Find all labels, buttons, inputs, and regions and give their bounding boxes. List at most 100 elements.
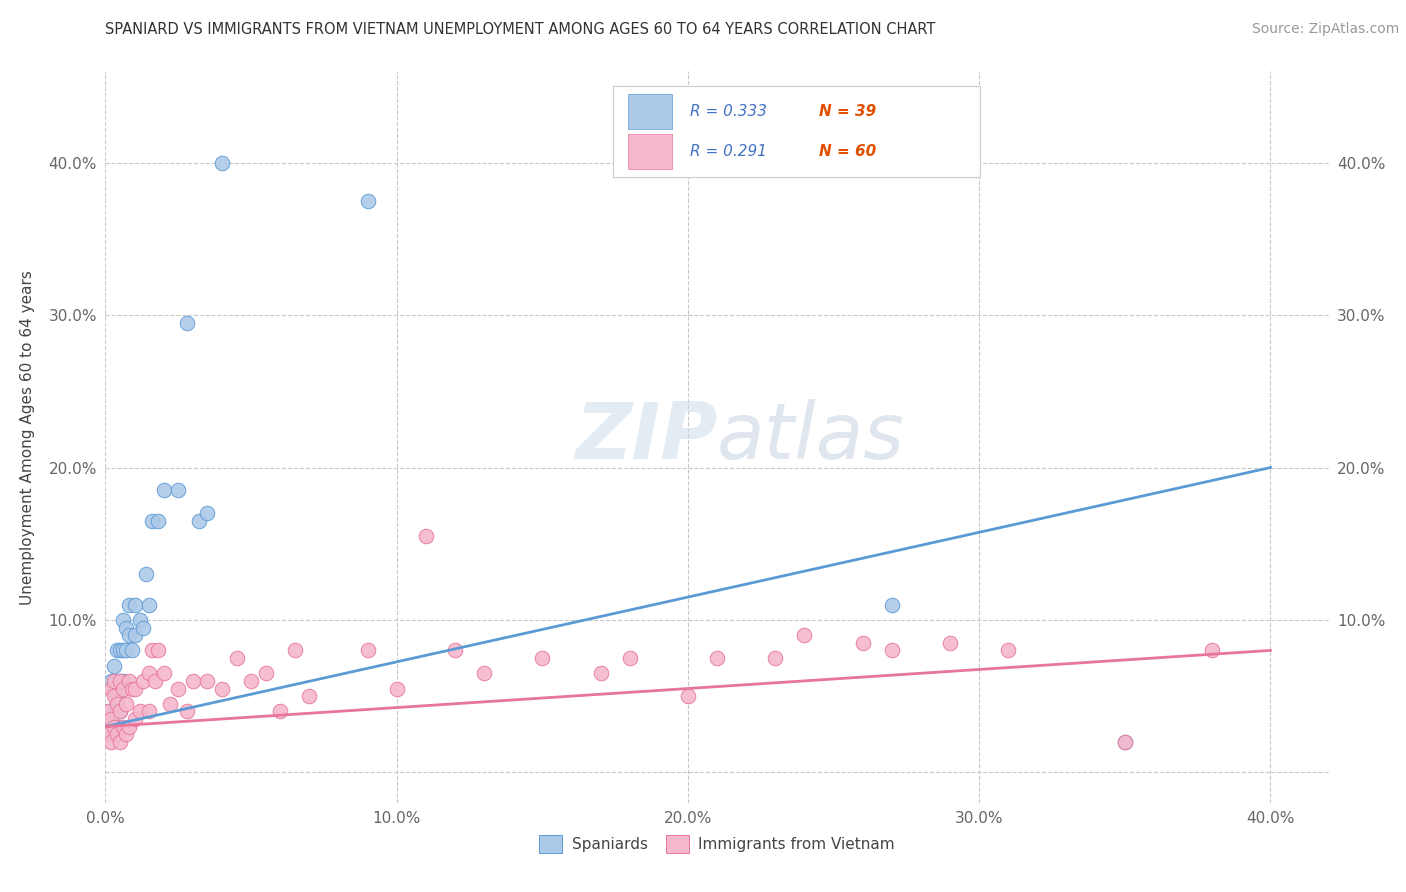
Point bbox=[181, 673, 204, 688]
Point bbox=[880, 643, 903, 657]
Point bbox=[108, 643, 131, 657]
Point bbox=[880, 598, 903, 612]
Point bbox=[152, 483, 174, 498]
Point bbox=[385, 681, 408, 696]
Point bbox=[103, 673, 125, 688]
Text: N = 39: N = 39 bbox=[818, 104, 876, 120]
Point bbox=[997, 643, 1019, 657]
Point bbox=[1114, 735, 1136, 749]
Point bbox=[103, 720, 125, 734]
Point bbox=[143, 673, 166, 688]
Point bbox=[793, 628, 815, 642]
Point bbox=[852, 636, 875, 650]
Point bbox=[240, 673, 263, 688]
Point bbox=[939, 636, 962, 650]
Point bbox=[356, 194, 378, 208]
FancyBboxPatch shape bbox=[627, 135, 672, 169]
Point bbox=[1114, 735, 1136, 749]
Point bbox=[103, 705, 125, 719]
Point bbox=[118, 628, 141, 642]
Text: Source: ZipAtlas.com: Source: ZipAtlas.com bbox=[1251, 22, 1399, 37]
Point bbox=[111, 720, 134, 734]
Point bbox=[176, 705, 198, 719]
Point bbox=[138, 705, 160, 719]
Point bbox=[124, 681, 146, 696]
Point bbox=[211, 681, 233, 696]
FancyBboxPatch shape bbox=[627, 94, 672, 129]
Text: ZIP: ZIP bbox=[575, 399, 717, 475]
Point bbox=[141, 643, 163, 657]
Point bbox=[211, 156, 233, 170]
Point bbox=[124, 598, 146, 612]
Point bbox=[105, 720, 128, 734]
Point bbox=[444, 643, 467, 657]
Point bbox=[531, 651, 554, 665]
Point bbox=[356, 643, 378, 657]
Point bbox=[619, 651, 641, 665]
Point bbox=[269, 705, 291, 719]
Point bbox=[105, 697, 128, 711]
Point bbox=[115, 643, 138, 657]
Point bbox=[197, 673, 219, 688]
Point bbox=[167, 483, 190, 498]
Point bbox=[146, 643, 169, 657]
Point bbox=[415, 529, 437, 543]
Point bbox=[100, 673, 122, 688]
Y-axis label: Unemployment Among Ages 60 to 64 years: Unemployment Among Ages 60 to 64 years bbox=[20, 269, 35, 605]
Point bbox=[108, 705, 131, 719]
Point bbox=[118, 598, 141, 612]
Point bbox=[676, 689, 699, 703]
Point bbox=[138, 666, 160, 681]
Point bbox=[111, 681, 134, 696]
Point bbox=[103, 689, 125, 703]
Point bbox=[254, 666, 277, 681]
Point bbox=[103, 681, 125, 696]
Text: R = 0.333: R = 0.333 bbox=[690, 104, 768, 120]
Point bbox=[1201, 643, 1223, 657]
Point bbox=[176, 316, 198, 330]
Text: SPANIARD VS IMMIGRANTS FROM VIETNAM UNEMPLOYMENT AMONG AGES 60 TO 64 YEARS CORRE: SPANIARD VS IMMIGRANTS FROM VIETNAM UNEM… bbox=[105, 22, 936, 37]
Point bbox=[129, 613, 152, 627]
Point bbox=[97, 720, 120, 734]
Point bbox=[100, 727, 122, 741]
Point bbox=[225, 651, 247, 665]
Point bbox=[97, 705, 120, 719]
Point bbox=[118, 720, 141, 734]
Point bbox=[124, 628, 146, 642]
Point bbox=[121, 643, 143, 657]
Point bbox=[100, 712, 122, 726]
Point bbox=[118, 673, 141, 688]
Point bbox=[152, 666, 174, 681]
Point bbox=[100, 712, 122, 726]
Point bbox=[97, 727, 120, 741]
Point bbox=[298, 689, 321, 703]
Point bbox=[129, 705, 152, 719]
Point bbox=[97, 705, 120, 719]
Point bbox=[108, 673, 131, 688]
Point bbox=[105, 643, 128, 657]
Point bbox=[111, 613, 134, 627]
Point bbox=[108, 735, 131, 749]
Point bbox=[108, 673, 131, 688]
Point bbox=[159, 697, 181, 711]
Point bbox=[146, 514, 169, 528]
Point bbox=[121, 681, 143, 696]
Point bbox=[115, 697, 138, 711]
FancyBboxPatch shape bbox=[613, 86, 980, 178]
Point bbox=[589, 666, 612, 681]
Point bbox=[111, 643, 134, 657]
Point bbox=[108, 705, 131, 719]
Point bbox=[187, 514, 209, 528]
Point bbox=[115, 727, 138, 741]
Point bbox=[472, 666, 495, 681]
Legend: Spaniards, Immigrants from Vietnam: Spaniards, Immigrants from Vietnam bbox=[534, 830, 900, 857]
Point bbox=[115, 621, 138, 635]
Point bbox=[111, 673, 134, 688]
Point bbox=[706, 651, 728, 665]
Text: R = 0.291: R = 0.291 bbox=[690, 145, 768, 160]
Point bbox=[197, 506, 219, 520]
Point bbox=[105, 727, 128, 741]
Point bbox=[284, 643, 307, 657]
Point bbox=[138, 598, 160, 612]
Text: atlas: atlas bbox=[717, 399, 905, 475]
